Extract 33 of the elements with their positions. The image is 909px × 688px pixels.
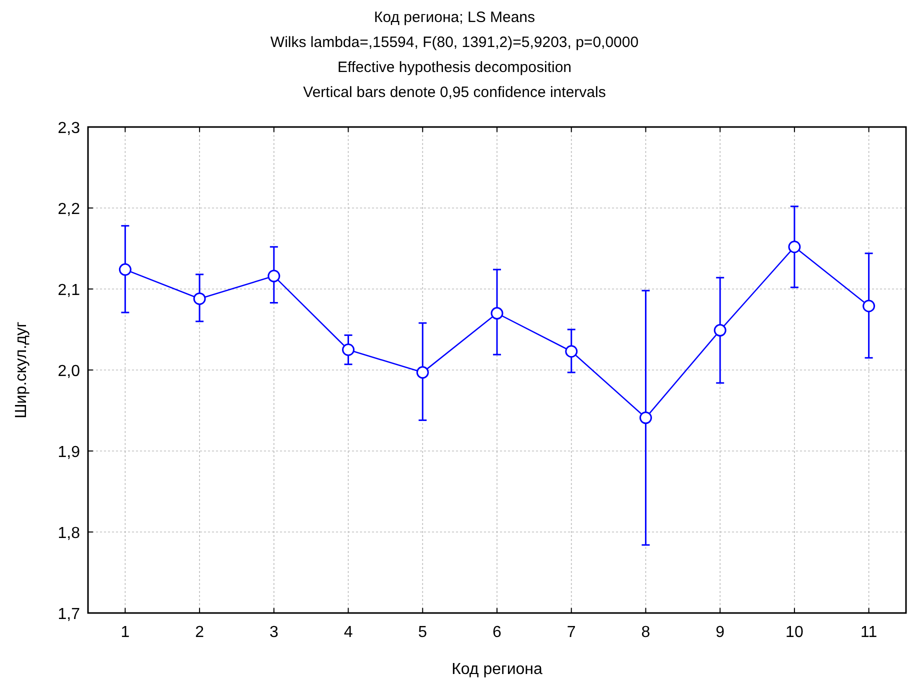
x-tick-label: 2 <box>195 624 204 641</box>
y-tick-label: 1,7 <box>58 606 80 623</box>
point <box>342 344 355 356</box>
x-tick-label: 7 <box>566 624 576 641</box>
x-tick-label: 11 <box>860 624 878 641</box>
point <box>268 270 280 282</box>
point <box>118 263 132 276</box>
x-tick-label: 9 <box>716 624 725 641</box>
point <box>862 300 876 312</box>
x-tick-label: 5 <box>418 624 428 641</box>
chart-title: Код региона; LS Means <box>374 9 536 26</box>
y-tick-label: 1,8 <box>58 525 80 542</box>
x-tick-label: 4 <box>344 624 353 641</box>
point <box>490 307 504 320</box>
point <box>714 324 726 337</box>
point <box>416 366 429 379</box>
y-tick-label: 2,1 <box>58 282 80 299</box>
x-tick-label: 6 <box>492 624 502 641</box>
x-tick-label: 1 <box>120 624 130 641</box>
y-tick-label: 2,0 <box>58 363 80 380</box>
y-axis-title: Шир.скул.дуг <box>13 321 30 418</box>
y-tick-label: 1,9 <box>58 444 80 461</box>
chart-subtitle: Wilks lambda=,15594, F(80, 1391,2)=5,9203, p=0,0000 Effective hypothesis decomposition Vertical bars denote 0,95 confidence intervals <box>270 34 639 101</box>
point <box>193 292 206 305</box>
x-tick-label: 8 <box>641 624 650 641</box>
point <box>639 412 652 424</box>
x-tick-label: 3 <box>269 624 278 641</box>
point <box>788 240 801 254</box>
x-tick-label: 10 <box>786 624 804 641</box>
y-tick-label: 2,3 <box>58 120 80 137</box>
x-axis-title: Код региона <box>452 661 543 678</box>
point <box>565 345 578 358</box>
y-tick-label: 2,2 <box>58 201 80 218</box>
